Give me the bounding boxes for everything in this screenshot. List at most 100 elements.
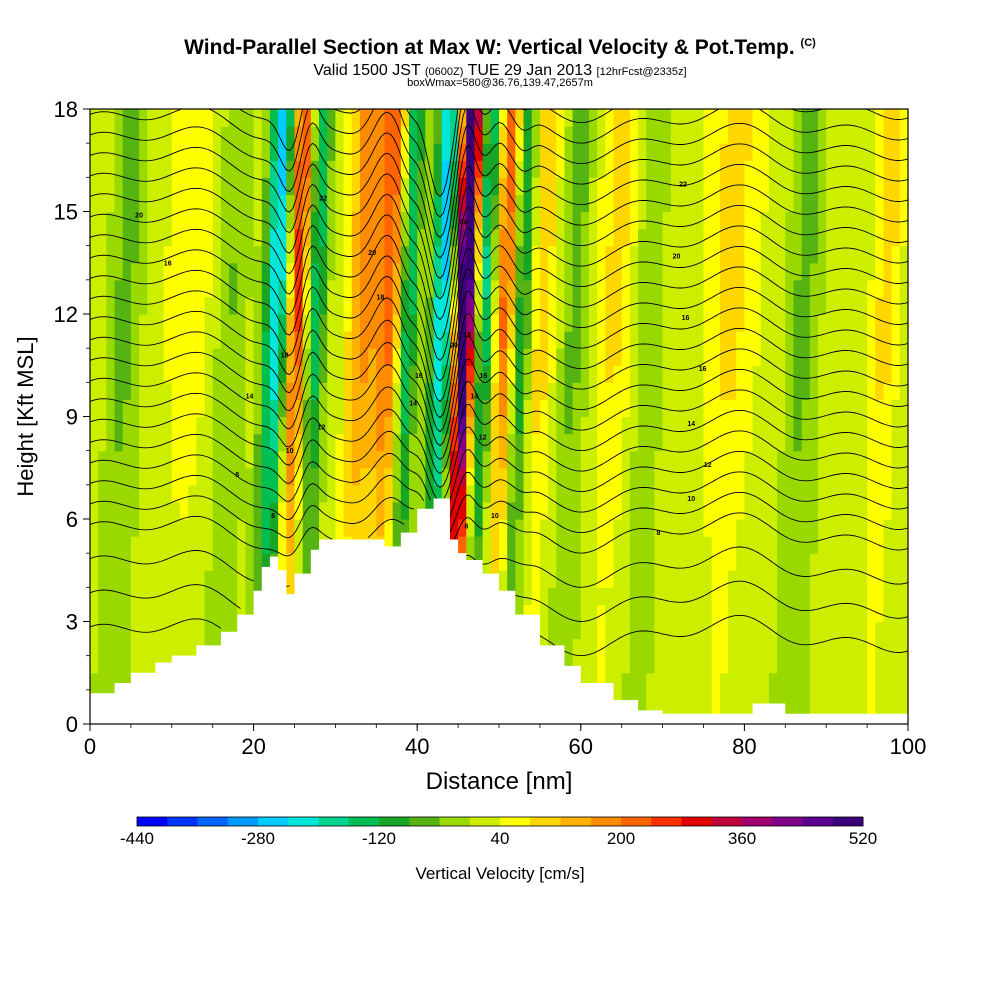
contour-label: 30: [460, 219, 468, 226]
box-info: boxWmax=580@36.76,139.47,2657m: [407, 77, 593, 89]
axes: 0 20 40 60 80 100 0 3 6 9 12 15 18 Distance [nm] Heigh…: [13, 97, 926, 795]
contour-label: 16: [480, 373, 488, 380]
contour-label: 12: [704, 462, 712, 469]
colorbar-swatch: [348, 817, 380, 826]
colorbar-swatch: [772, 817, 803, 826]
theta-contour-6: [90, 614, 908, 657]
contour-label: 20: [368, 250, 376, 257]
colorbar-title: Vertical Velocity [cm/s]: [415, 864, 585, 883]
theta-contour-32: [90, 109, 908, 218]
colorbar-swatch: [167, 817, 198, 826]
theta-contour-12: [90, 512, 908, 557]
contour-labels: 20 16 14 8 18 10 6 12 22 20 18 16 14 30 20 18 16 14 12 8 10 2…: [135, 182, 711, 538]
chart-title: Wind-Parallel Section at Max W: Vertical…: [184, 36, 816, 59]
theta-contour-8: [90, 580, 908, 622]
colorbar-swatch: [681, 817, 713, 826]
x-tick-label: 40: [405, 734, 429, 759]
contour-label: 6: [271, 513, 275, 520]
colorbar-frame: [136, 816, 864, 827]
contour-label: 10: [491, 513, 499, 520]
contour-label: 22: [319, 195, 327, 202]
contour-label: 16: [415, 373, 423, 380]
colorbar-tick-label: -120: [362, 829, 396, 848]
colorbar-tick-label: -440: [120, 829, 154, 848]
colorbar-swatch: [651, 817, 682, 826]
y-tick-label: 9: [66, 405, 78, 430]
contour-label: 14: [246, 394, 254, 401]
theta-contour-10: [90, 546, 908, 588]
colorbar-swatch: [711, 817, 743, 826]
colorbar-swatch: [258, 817, 289, 826]
contour-label: 22: [679, 182, 687, 189]
x-tick-label: 0: [84, 734, 96, 759]
contour-label: 12: [479, 435, 487, 442]
theta-contour-30: [90, 124, 908, 259]
theta-contour-16: [90, 426, 908, 502]
contour-label: 16: [699, 366, 707, 373]
theta-contour-15: [90, 449, 908, 515]
colorbar-swatch: [439, 817, 471, 826]
theta-contour-21: [90, 313, 908, 433]
x-tick-label: 20: [241, 734, 265, 759]
theta-contour-25: [90, 227, 908, 362]
colorbar-swatch: [409, 817, 440, 826]
theta-contour-28: [90, 165, 908, 300]
colorbar-swatch: [227, 817, 259, 826]
copyright-mark: (C): [800, 37, 816, 49]
contour-label: 20: [673, 253, 681, 260]
contour-label: 18: [376, 294, 384, 301]
contour-label: 10: [286, 448, 294, 455]
y-axis-label: Height [Kft MSL]: [13, 336, 38, 496]
theta-contour-22: [90, 290, 908, 419]
x-tick-label: 80: [732, 734, 756, 759]
contour-label: 20: [135, 212, 143, 219]
colorbar-swatch: [560, 817, 592, 826]
colorbar-swatch: [530, 817, 561, 826]
contour-label: 18: [281, 353, 289, 360]
colorbar-swatch: [318, 817, 350, 826]
colorbar-swatch: [802, 817, 834, 826]
colorbar-tick-label: 200: [607, 829, 635, 848]
valid-prefix: Valid 1500 JST: [313, 62, 421, 79]
contour-label: 18: [463, 332, 471, 339]
y-tick-label: 6: [66, 507, 78, 532]
theta-contour-23: [90, 268, 908, 403]
theta-contour-27: [90, 186, 908, 321]
valid-utc: (0600Z): [424, 66, 464, 78]
colorbar-swatch: [137, 817, 168, 826]
theta-contour-14: [90, 471, 908, 525]
theta-contour-17: [90, 403, 908, 489]
y-tick-label: 3: [66, 610, 78, 635]
theta-contour-13: [90, 491, 908, 539]
theta-contour-29: [90, 145, 908, 280]
colorbar-swatch: [742, 817, 773, 826]
theta-contour-20: [90, 335, 908, 447]
contour-label: 14: [687, 421, 695, 428]
theta-contour-31: [90, 109, 908, 239]
colorbar-tick-label: 520: [849, 829, 877, 848]
contour-label: 8: [235, 472, 239, 479]
contour-label: 12: [318, 424, 326, 431]
y-tick-label: 12: [54, 302, 78, 327]
colorbar: -440 -280 -120 40 200 360 520: [120, 816, 877, 848]
y-tick-label: 18: [54, 97, 78, 122]
colorbar-swatch: [832, 817, 864, 826]
theta-contour-18: [90, 381, 908, 475]
colorbar-swatch: [500, 817, 531, 826]
contour-label: 20: [450, 342, 458, 349]
theta-contour-19: [90, 358, 908, 461]
theta-contour-24: [90, 247, 908, 382]
terrain: [90, 498, 908, 724]
y-tick-label: 15: [54, 200, 78, 225]
colorbar-swatch: [469, 817, 501, 826]
colorbar-swatch: [621, 817, 652, 826]
theta-contours: [90, 109, 908, 657]
colorbar-swatch: [590, 817, 622, 826]
x-axis-label: Distance [nm]: [426, 768, 573, 795]
colorbar-swatch: [288, 817, 319, 826]
colorbar-tick-label: 40: [491, 829, 510, 848]
contour-label: 10: [687, 496, 695, 503]
colorbar-tick-label: -280: [241, 829, 275, 848]
valid-time-line: Valid 1500 JST (0600Z) TUE 29 Jan 2013 […: [0, 62, 1000, 80]
